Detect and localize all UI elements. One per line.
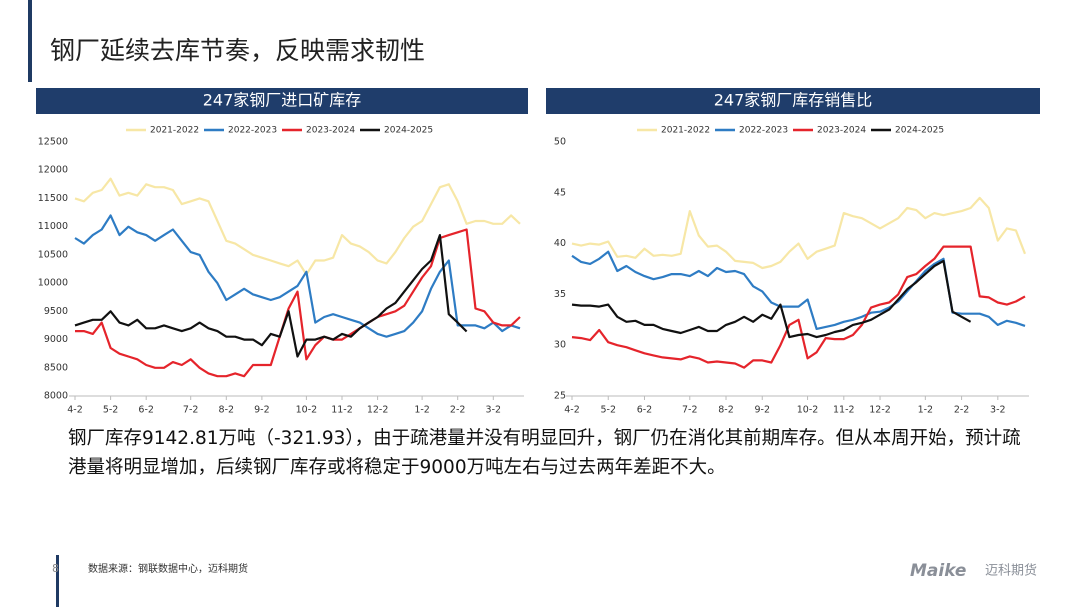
x-tick-label: 5-2 [103, 405, 119, 416]
logo-brand: Maike [910, 561, 966, 581]
x-tick-label: 11-2 [833, 405, 855, 416]
y-tick-label: 11500 [38, 193, 68, 204]
x-tick-label: 4-2 [564, 405, 580, 416]
series-line [74, 234, 468, 358]
legend-label: 2024-2025 [895, 126, 944, 136]
x-tick-label: 9-2 [754, 405, 770, 416]
x-tick-label: 12-2 [367, 405, 389, 416]
legend-label: 2024-2025 [384, 126, 433, 136]
x-tick-label: 1-2 [918, 405, 934, 416]
legend-label: 2023-2024 [817, 126, 866, 136]
chart-header [36, 88, 528, 114]
x-tick-label: 10-2 [296, 405, 318, 416]
x-tick-label: 3-2 [486, 405, 502, 416]
x-tick-label: 10-2 [797, 405, 819, 416]
slide-title: 钢厂延续去库节奏，反映需求韧性 [50, 36, 425, 65]
legend-label: 2021-2022 [661, 126, 710, 136]
x-tick-label: 7-2 [682, 405, 698, 416]
y-tick-label: 35 [554, 289, 566, 300]
series-line [571, 245, 1026, 369]
footer-accent [56, 555, 59, 607]
legend-label: 2022-2023 [739, 126, 788, 136]
body-text: 钢厂库存9142.81万吨（-321.93），由于疏港量并没有明显回升，钢厂仍在… [68, 428, 1021, 478]
y-tick-label: 8000 [44, 391, 68, 402]
x-tick-label: 8-2 [718, 405, 734, 416]
x-tick-label: 7-2 [183, 405, 199, 416]
legend-label: 2021-2022 [150, 126, 199, 136]
page-number: 8 [52, 562, 59, 575]
y-tick-label: 12000 [38, 165, 68, 176]
x-tick-label: 12-2 [869, 405, 891, 416]
y-tick-label: 25 [554, 391, 566, 402]
series-line [75, 228, 521, 378]
y-tick-label: 10500 [38, 249, 68, 260]
series-line [74, 214, 521, 338]
y-tick-label: 10000 [38, 278, 68, 289]
y-tick-label: 40 [554, 238, 566, 249]
x-tick-label: 6-2 [637, 405, 653, 416]
legend-label: 2022-2023 [228, 126, 277, 136]
y-tick-label: 9500 [44, 306, 68, 317]
y-tick-label: 50 [554, 137, 566, 148]
x-tick-label: 2-2 [450, 405, 466, 416]
chart-title: 247家钢厂进口矿库存 [203, 91, 362, 110]
x-tick-label: 4-2 [67, 405, 83, 416]
x-tick-label: 1-2 [414, 405, 430, 416]
x-tick-label: 3-2 [990, 405, 1006, 416]
y-tick-label: 11000 [38, 221, 68, 232]
legend-label: 2023-2024 [306, 126, 355, 136]
x-tick-label: 6-2 [138, 405, 154, 416]
y-tick-label: 9000 [44, 334, 68, 345]
y-tick-label: 30 [554, 340, 566, 351]
title-accent [28, 0, 32, 82]
chart-header [546, 88, 1040, 114]
y-tick-label: 45 [554, 187, 566, 198]
series-line [74, 177, 521, 276]
x-tick-label: 2-2 [954, 405, 970, 416]
series-line [571, 196, 1027, 270]
series-line [571, 259, 972, 339]
chart-title: 247家钢厂库存销售比 [714, 91, 873, 110]
x-tick-label: 11-2 [331, 405, 353, 416]
y-tick-label: 12500 [38, 137, 68, 148]
source: 数据来源：钢联数据中心，迈科期货 [88, 562, 248, 575]
y-tick-label: 8500 [44, 362, 68, 373]
series-line [571, 250, 1026, 330]
x-tick-label: 9-2 [254, 405, 270, 416]
x-tick-label: 8-2 [219, 405, 235, 416]
x-tick-label: 5-2 [600, 405, 616, 416]
logo-name: 迈科期货 [985, 563, 1037, 579]
